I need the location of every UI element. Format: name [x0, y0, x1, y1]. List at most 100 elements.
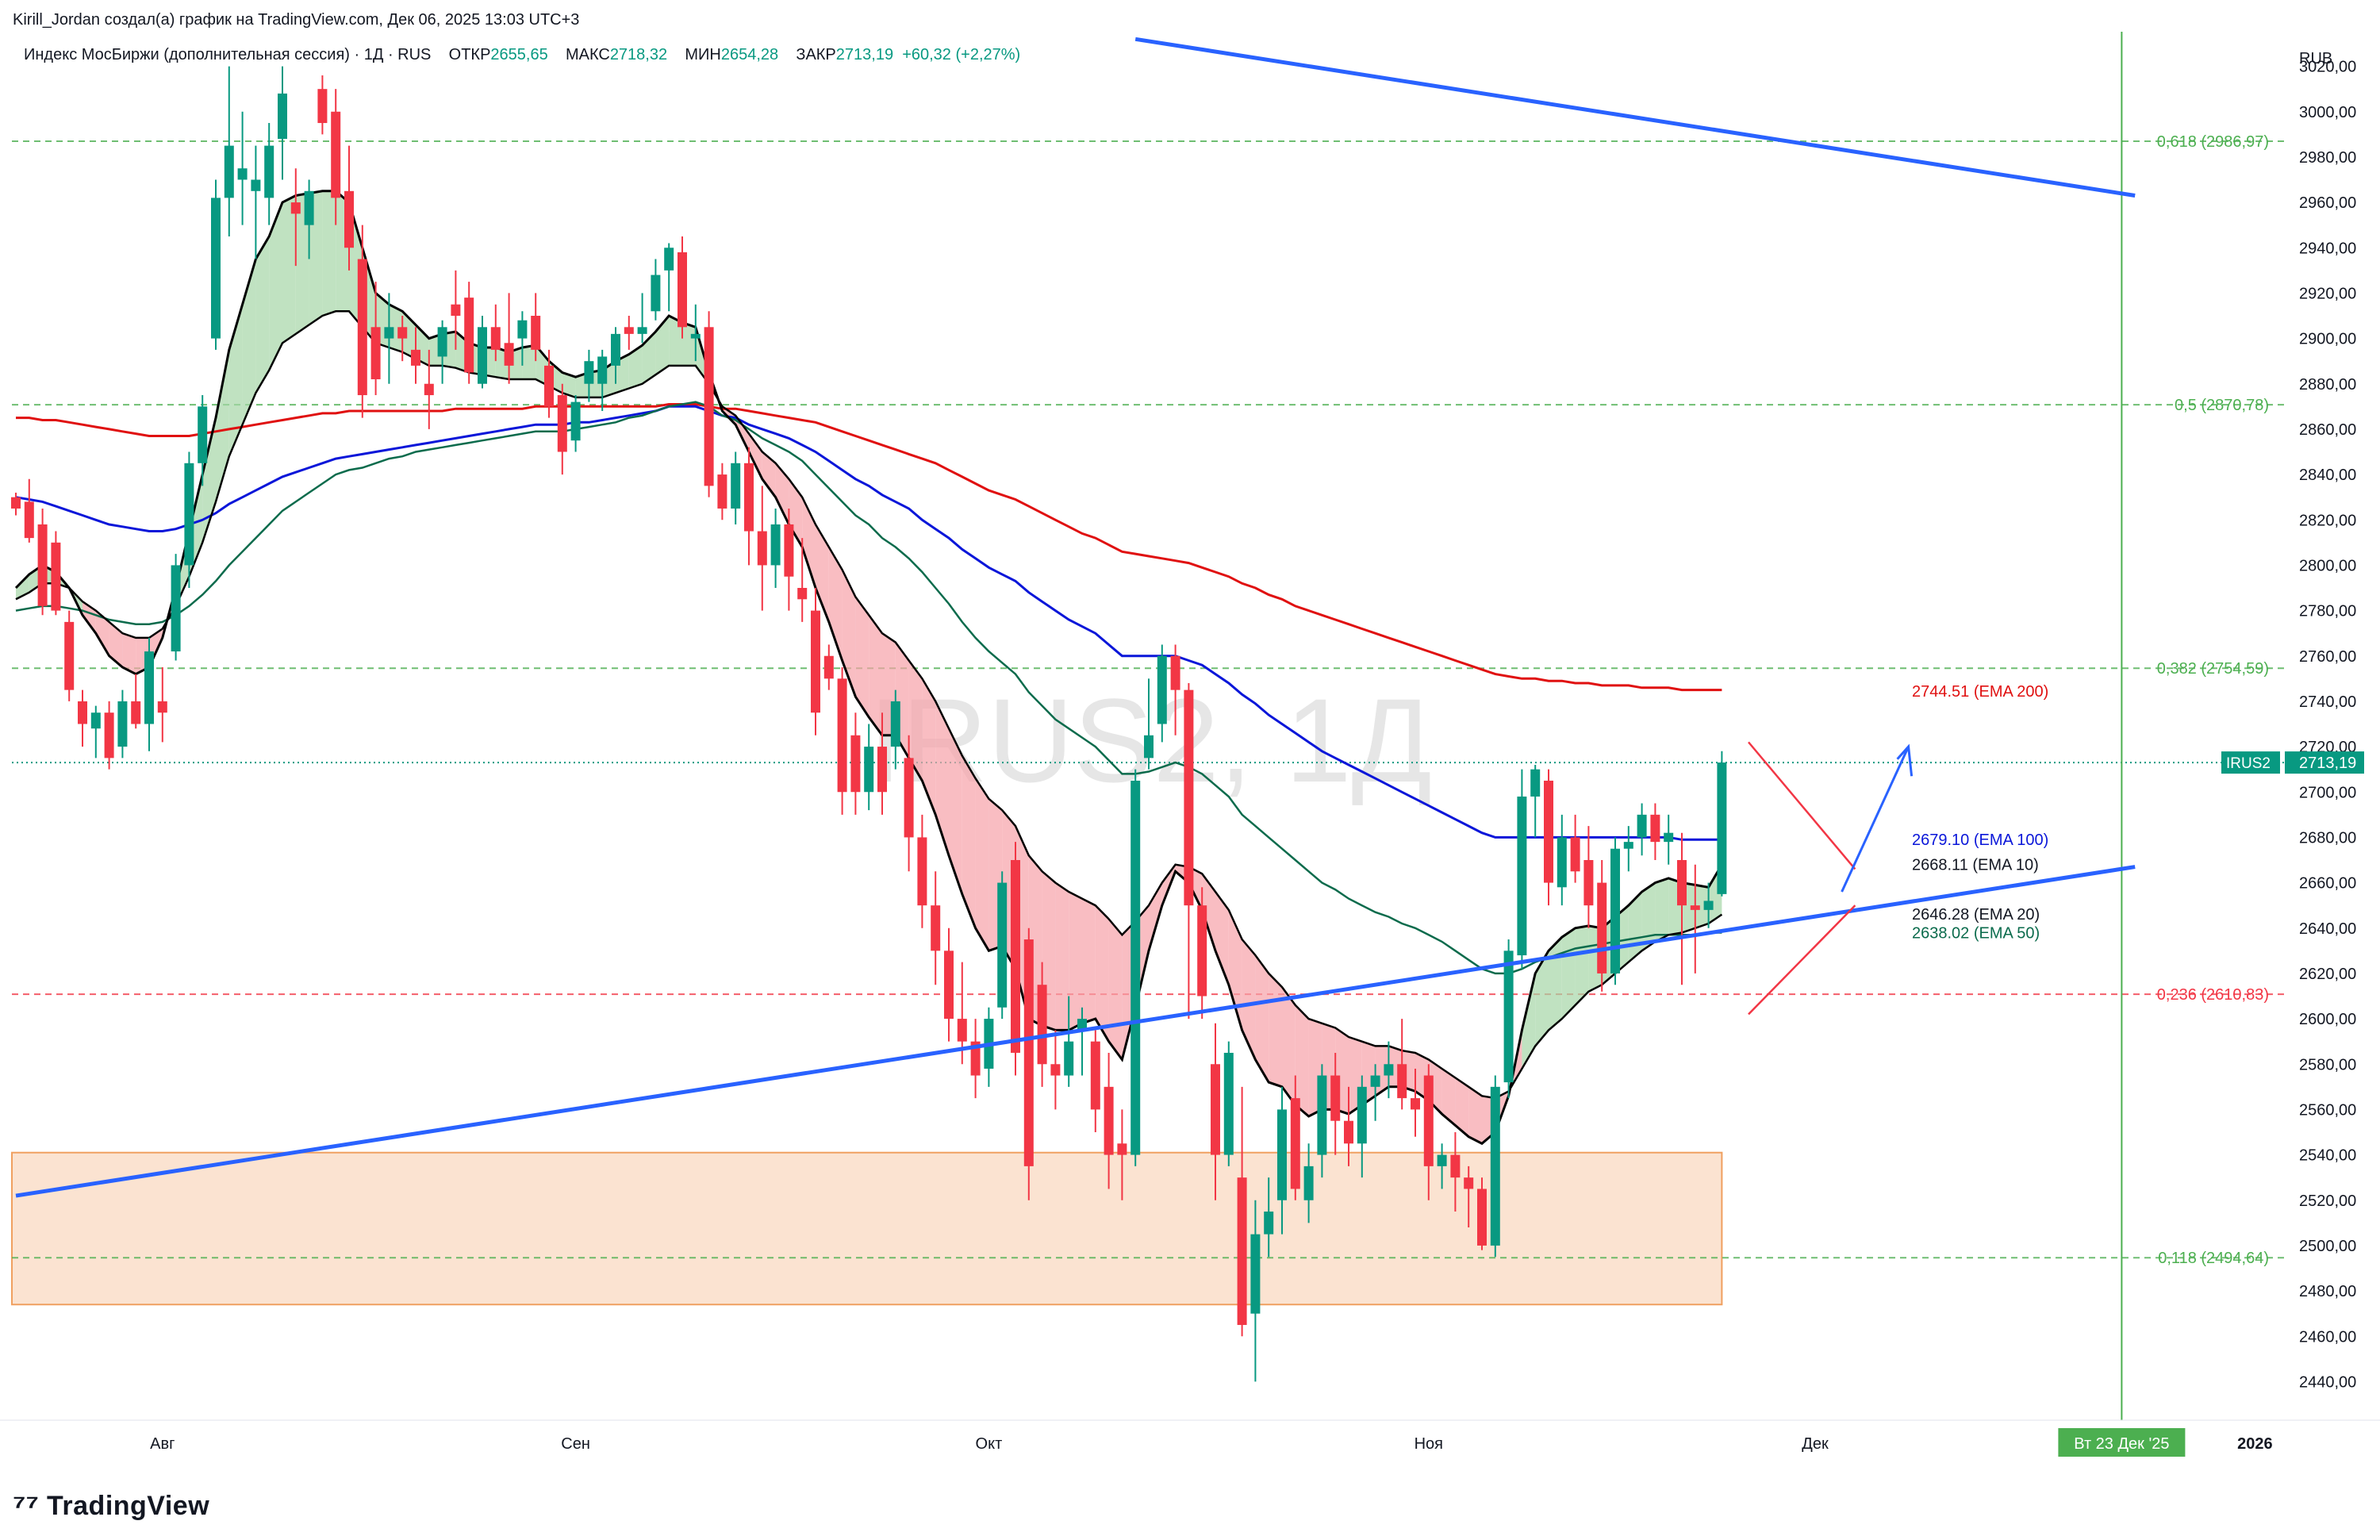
candle-body — [917, 837, 927, 906]
candle-body — [664, 248, 674, 271]
fib-level-label: 0,5 (2870,78) — [2175, 397, 2269, 414]
ema-ribbon-segment — [1242, 939, 1256, 1060]
ema-ribbon-segment — [749, 433, 762, 479]
ema-ribbon-segment — [1455, 1077, 1469, 1137]
candle-body — [1104, 1086, 1114, 1155]
ema-ribbon-segment — [389, 304, 403, 352]
legend-high-label: МАКС — [565, 46, 610, 63]
price-tick-label: 3020,00 — [2299, 59, 2356, 76]
time-tick-label: 2026 — [2237, 1435, 2273, 1453]
candle-body — [970, 1041, 981, 1076]
candle-body — [1237, 1177, 1247, 1325]
candle-body — [1637, 814, 1647, 838]
candle-body — [171, 565, 181, 652]
candle-body — [1664, 832, 1674, 843]
ema-ribbon-segment — [1641, 882, 1656, 951]
ema-ribbon-segment — [109, 621, 123, 668]
wedge-upper-line — [1748, 741, 1856, 870]
candle-body — [78, 701, 87, 724]
price-tick-label: 2540,00 — [2299, 1147, 2356, 1165]
ema-ribbon-segment — [1095, 905, 1109, 1042]
candle-body — [678, 252, 687, 328]
ema-ribbon-segment — [562, 372, 576, 397]
candle-body — [731, 463, 741, 509]
ema-ribbon-segment — [1575, 925, 1589, 1005]
candle-body — [198, 406, 208, 463]
ema-ribbon-segment — [242, 259, 256, 425]
price-tick-label: 2600,00 — [2299, 1011, 2356, 1028]
demand-zone — [11, 1151, 1723, 1306]
candle-body — [1557, 837, 1567, 888]
ema-ribbon-segment — [255, 236, 270, 394]
ema-ribbon-segment — [1695, 885, 1709, 928]
candle-body — [131, 701, 141, 724]
candle-body — [877, 747, 887, 793]
candle-body — [1170, 655, 1180, 690]
price-tick-label: 2640,00 — [2299, 920, 2356, 938]
candle-body — [1610, 848, 1620, 974]
ema-ribbon-segment — [908, 660, 923, 781]
candle-body — [744, 463, 754, 532]
candle-body — [717, 474, 727, 509]
price-tag — [2285, 751, 2364, 774]
price-tick-label: 2880,00 — [2299, 376, 2356, 394]
legend-close-label: ЗАКР — [796, 46, 836, 63]
chart-credit: Kirill_Jordan создал(а) график на Tradin… — [13, 11, 580, 29]
candle-body — [370, 327, 381, 380]
candle-body — [704, 327, 714, 486]
date-cursor-label: Вт 23 Дек '25 — [2074, 1435, 2169, 1453]
legend-open-label: ОТКР — [448, 46, 491, 63]
candle-body — [90, 712, 101, 729]
candle-body — [531, 316, 541, 350]
ema-ribbon-segment — [1468, 1086, 1482, 1144]
candle-body — [117, 701, 128, 747]
candle-body — [157, 701, 167, 713]
ema-ribbon-segment — [1535, 950, 1549, 1047]
ema-ribbon-segment — [1295, 1004, 1309, 1116]
candle-body — [904, 758, 914, 838]
candle-body — [1037, 985, 1047, 1065]
candle-body — [823, 655, 834, 679]
legend-change: +60,32 (+2,27%) — [902, 46, 1021, 63]
ema200-line — [16, 403, 1722, 692]
ema-ribbon-segment — [949, 728, 962, 894]
time-tick-label: Сен — [561, 1435, 590, 1453]
candle-body — [504, 343, 514, 366]
ema-ribbon-segment — [95, 610, 109, 656]
candle-body — [478, 327, 487, 384]
price-tick-label: 2580,00 — [2299, 1056, 2356, 1073]
fib-level-label: 0,118 (2494,64) — [2158, 1250, 2269, 1267]
price-tick-label: 2700,00 — [2299, 784, 2356, 801]
candle-body — [290, 202, 301, 214]
candle-body — [1050, 1064, 1061, 1076]
candle-body — [1677, 860, 1687, 906]
ema-ribbon-segment — [775, 463, 789, 524]
ema-ribbon-segment — [1561, 927, 1576, 1020]
ema-ribbon-segment — [842, 570, 856, 697]
ema-ribbon-segment — [869, 615, 882, 735]
ema50-line — [15, 401, 1722, 975]
price-tick-label: 2940,00 — [2299, 240, 2356, 257]
ema-ribbon-segment — [122, 633, 136, 674]
price-axis-bg — [2285, 0, 2380, 1420]
price-tick-label: 2440,00 — [2299, 1373, 2356, 1391]
candle-body — [1450, 1154, 1461, 1178]
ema-ribbon-segment — [628, 345, 643, 389]
ema-ribbon-segment — [1282, 987, 1296, 1105]
legend-low-label: МИН — [685, 46, 721, 63]
tradingview-logo[interactable]: ⁷⁷ TradingView — [13, 1488, 209, 1524]
candle-body — [517, 320, 528, 339]
candle-body — [1130, 780, 1141, 1155]
candle-body — [1384, 1064, 1394, 1076]
candle-body — [1357, 1086, 1367, 1144]
candle-body — [784, 524, 794, 577]
ema-ribbon-segment — [682, 322, 696, 366]
candle-body — [1530, 769, 1541, 797]
date-cursor-tag — [2058, 1428, 2186, 1457]
candle-body — [237, 168, 248, 180]
candle-body — [584, 361, 594, 384]
ema-ribbon-segment — [1269, 973, 1282, 1087]
candle-body — [1317, 1075, 1327, 1155]
ema-ribbon-segment — [1215, 892, 1229, 985]
